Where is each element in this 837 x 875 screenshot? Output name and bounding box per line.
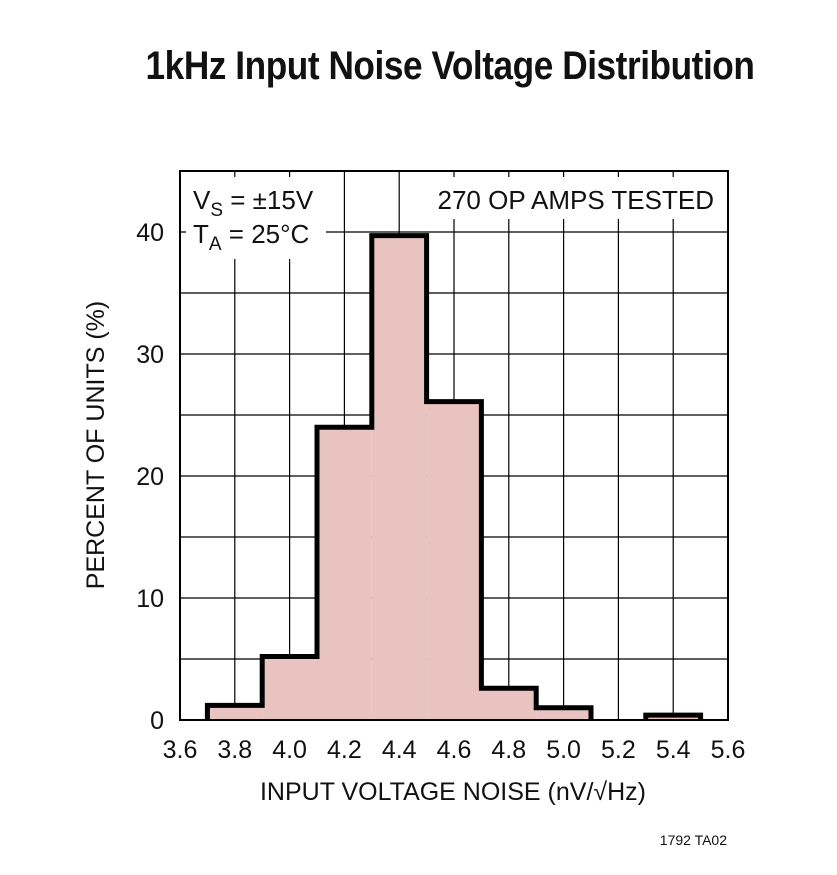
- x-tick-labels: 3.6 3.8 4.0 4.2 4.4 4.6 4.8 5.0 5.2 5.4 5.6: [163, 736, 746, 764]
- histogram-bar: [427, 402, 482, 720]
- y-tick-label: 0: [150, 707, 164, 735]
- y-axis-title: PERCENT OF UNITS (%): [82, 301, 110, 589]
- x-tick-label: 5.0: [546, 736, 581, 764]
- x-tick-label: 5.2: [601, 736, 636, 764]
- x-tick-label: 4.4: [382, 736, 417, 764]
- histogram-bar: [262, 657, 317, 720]
- y-tick-label: 10: [136, 585, 164, 613]
- y-tick-labels: 0 10 20 30 40: [136, 219, 164, 735]
- x-tick-label: 4.0: [272, 736, 307, 764]
- x-tick-label: 4.6: [437, 736, 472, 764]
- x-axis-title: INPUT VOLTAGE NOISE (nV/√Hz): [260, 778, 646, 806]
- x-tick-label: 5.4: [656, 736, 691, 764]
- x-tick-label: 4.2: [327, 736, 362, 764]
- figure-code: 1792 TA02: [660, 832, 727, 848]
- y-tick-label: 40: [136, 219, 164, 247]
- x-tick-label: 3.6: [163, 736, 198, 764]
- annotation-units-tested: 270 OP AMPS TESTED: [438, 185, 715, 215]
- x-tick-label: 4.8: [491, 736, 526, 764]
- histogram-bar: [372, 236, 427, 720]
- histogram-bar: [317, 427, 372, 720]
- y-tick-label: 20: [136, 463, 164, 491]
- histogram-bar: [481, 688, 536, 720]
- x-tick-label: 3.8: [217, 736, 252, 764]
- x-tick-label: 5.6: [711, 736, 746, 764]
- y-tick-label: 30: [136, 341, 164, 369]
